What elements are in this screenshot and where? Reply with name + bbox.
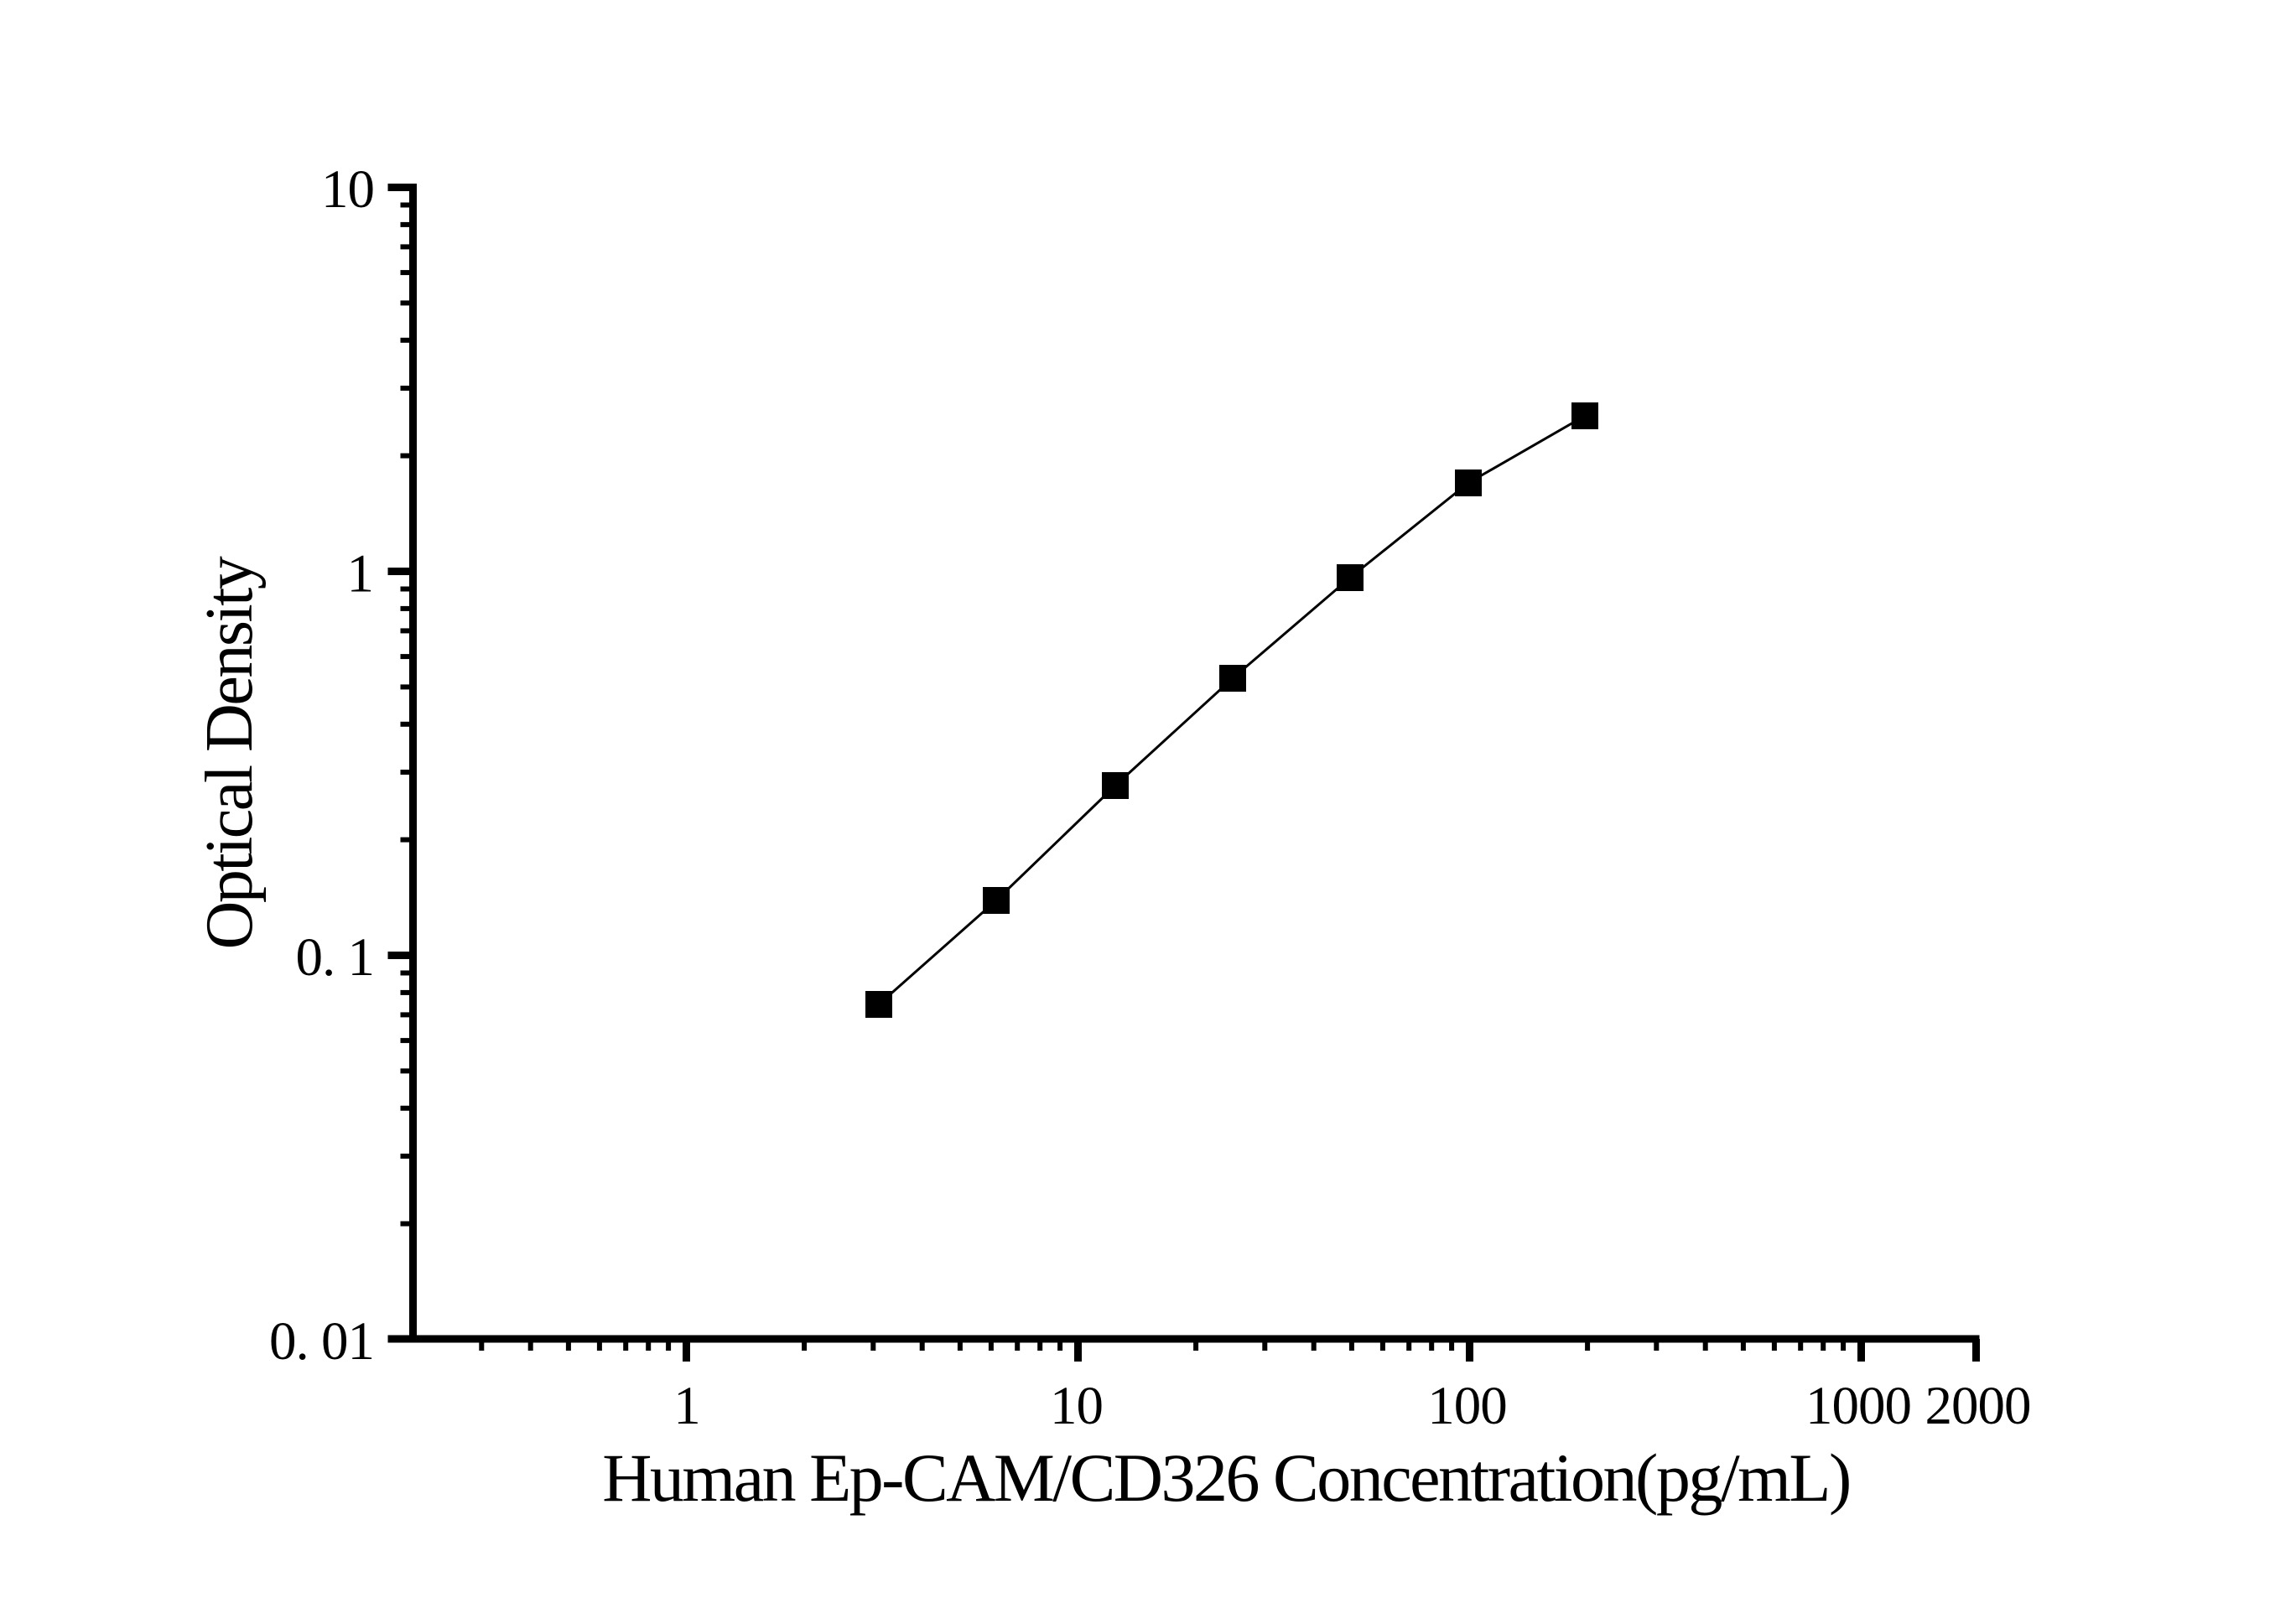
svg-text:1000: 1000 [1805, 1376, 1911, 1436]
svg-text:1: 1 [673, 1376, 700, 1436]
svg-text:0. 01: 0. 01 [269, 1311, 374, 1372]
svg-text:1: 1 [347, 544, 374, 604]
svg-text:2000: 2000 [1925, 1376, 2031, 1436]
svg-text:0. 1: 0. 1 [296, 927, 375, 988]
svg-text:Human Ep-CAM/CD326 Concentrati: Human Ep-CAM/CD326 Concentration(pg/mL) [602, 1440, 1850, 1516]
svg-text:10: 10 [1050, 1376, 1103, 1436]
svg-text:Optical Density: Optical Density [193, 556, 267, 949]
svg-text:100: 100 [1427, 1376, 1507, 1436]
svg-text:10: 10 [321, 159, 374, 220]
